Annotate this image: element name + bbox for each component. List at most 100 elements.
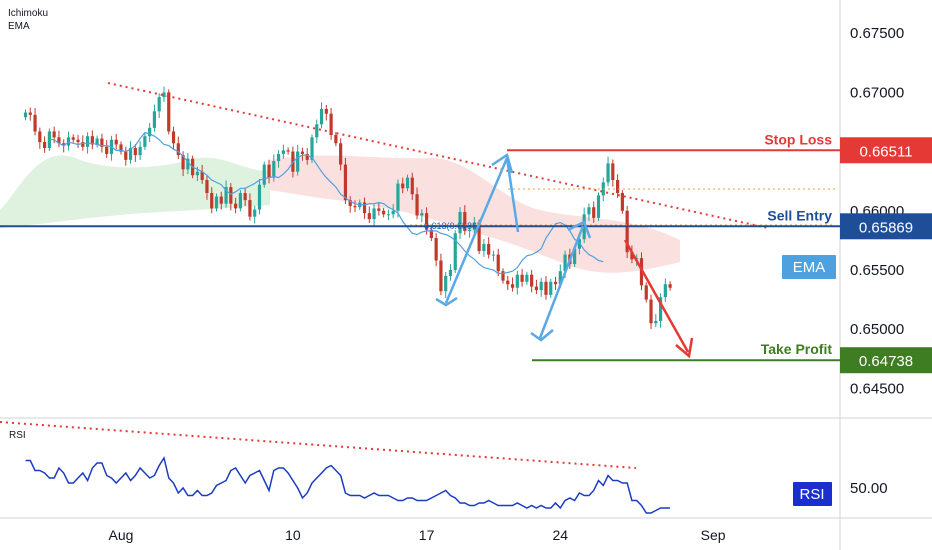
indicator-label-ema: EMA	[8, 21, 30, 32]
candle-body	[143, 136, 147, 147]
candle-body	[286, 150, 290, 152]
candle-body	[128, 148, 133, 160]
candle-body	[448, 269, 453, 276]
candle-body	[76, 139, 80, 143]
candle-body	[453, 233, 457, 270]
candle-body	[429, 229, 433, 239]
candle-body	[57, 137, 61, 144]
candle-body	[549, 281, 553, 295]
candle-body	[205, 179, 209, 194]
candle-body	[491, 254, 496, 256]
candle-body	[234, 203, 238, 209]
candle-body	[119, 144, 123, 152]
candle-body	[167, 92, 171, 132]
candlestick-series	[23, 86, 672, 330]
candle-body	[329, 113, 333, 135]
stop-price-tag-text: 0.66511	[859, 143, 912, 160]
candle-body	[553, 281, 558, 285]
candle-body	[296, 151, 300, 172]
candle-body	[458, 211, 462, 234]
candle-body	[649, 299, 653, 324]
candle-body	[95, 138, 99, 145]
wave-arrowhead	[491, 153, 514, 174]
candle-body	[506, 280, 510, 285]
candle-body	[224, 187, 228, 204]
x-tick-label: Sep	[701, 527, 726, 543]
candle-body	[577, 239, 581, 249]
profit-price-tag-text: 0.64738	[859, 353, 913, 370]
candle-body	[477, 222, 481, 252]
rsi-axis-tag: RSI	[793, 482, 832, 506]
candle-body	[138, 146, 142, 156]
candle-body	[52, 131, 56, 138]
candle-body	[348, 200, 352, 207]
candle-body	[281, 150, 285, 154]
candle-body	[520, 274, 524, 282]
candle-body	[434, 238, 438, 261]
candle-body	[315, 124, 319, 138]
candle-body	[544, 281, 548, 295]
entry-price-tag	[840, 213, 932, 240]
wave-arrow-path	[505, 157, 520, 233]
candle-body	[596, 195, 601, 218]
candle-body	[372, 208, 376, 220]
candle-body	[573, 248, 577, 265]
candle-body	[654, 320, 658, 324]
wave-arrowhead	[567, 220, 592, 239]
ema-line	[49, 131, 604, 275]
wave-arrows	[435, 153, 592, 342]
candle-body	[334, 134, 338, 144]
candle-body	[530, 274, 534, 287]
wave-arrowhead	[530, 329, 554, 342]
candle-body	[62, 143, 66, 146]
candle-body	[606, 163, 610, 183]
candle-body	[186, 158, 190, 170]
candle-body	[415, 194, 419, 216]
y-tick-label: 0.67500	[850, 25, 904, 42]
candle-body	[23, 112, 28, 118]
candle-body	[592, 207, 596, 218]
candle-body	[219, 196, 223, 204]
candle-body	[362, 202, 367, 214]
candle-body	[668, 284, 672, 288]
stop-price-tag	[840, 137, 932, 164]
candle-body	[305, 153, 309, 160]
stop-level-label: Stop Loss	[764, 131, 832, 147]
x-tick-label: 10	[285, 527, 301, 543]
rsi-trendline[interactable]	[0, 421, 637, 469]
candle-body	[81, 142, 85, 147]
candle-body	[28, 112, 32, 115]
price-trendline[interactable]	[107, 82, 769, 229]
candle-body	[300, 151, 305, 154]
candle-body	[501, 271, 505, 281]
candle-body	[515, 274, 519, 288]
candle-body	[47, 131, 51, 149]
candle-body	[563, 254, 567, 272]
candle-body	[124, 151, 128, 160]
candle-body	[85, 136, 90, 147]
candle-body	[382, 210, 386, 215]
wave-arrow-path	[444, 157, 509, 304]
candle-body	[420, 213, 424, 216]
y-tick-label: 0.65500	[850, 262, 904, 279]
candle-body	[257, 184, 262, 210]
candle-body	[324, 108, 328, 114]
rsi-pane-label: RSI	[9, 430, 26, 441]
indicator-label-ichimoku: Ichimoku	[8, 8, 48, 19]
profit-price-tag	[840, 347, 932, 374]
candle-body	[616, 179, 620, 194]
candle-body	[157, 97, 161, 112]
wave-arrowhead	[435, 296, 458, 307]
candle-body	[148, 127, 152, 137]
candle-body	[272, 161, 276, 178]
candle-body	[133, 148, 137, 156]
candle-body	[319, 108, 324, 125]
candle-body	[396, 183, 400, 211]
candle-body	[539, 281, 543, 291]
candle-body	[114, 139, 118, 145]
trade-levels: Stop Loss 0.66511 Sell Entry 0.65869 Take Pr…	[0, 131, 932, 374]
candle-body	[353, 206, 357, 208]
candle-body	[100, 138, 104, 147]
